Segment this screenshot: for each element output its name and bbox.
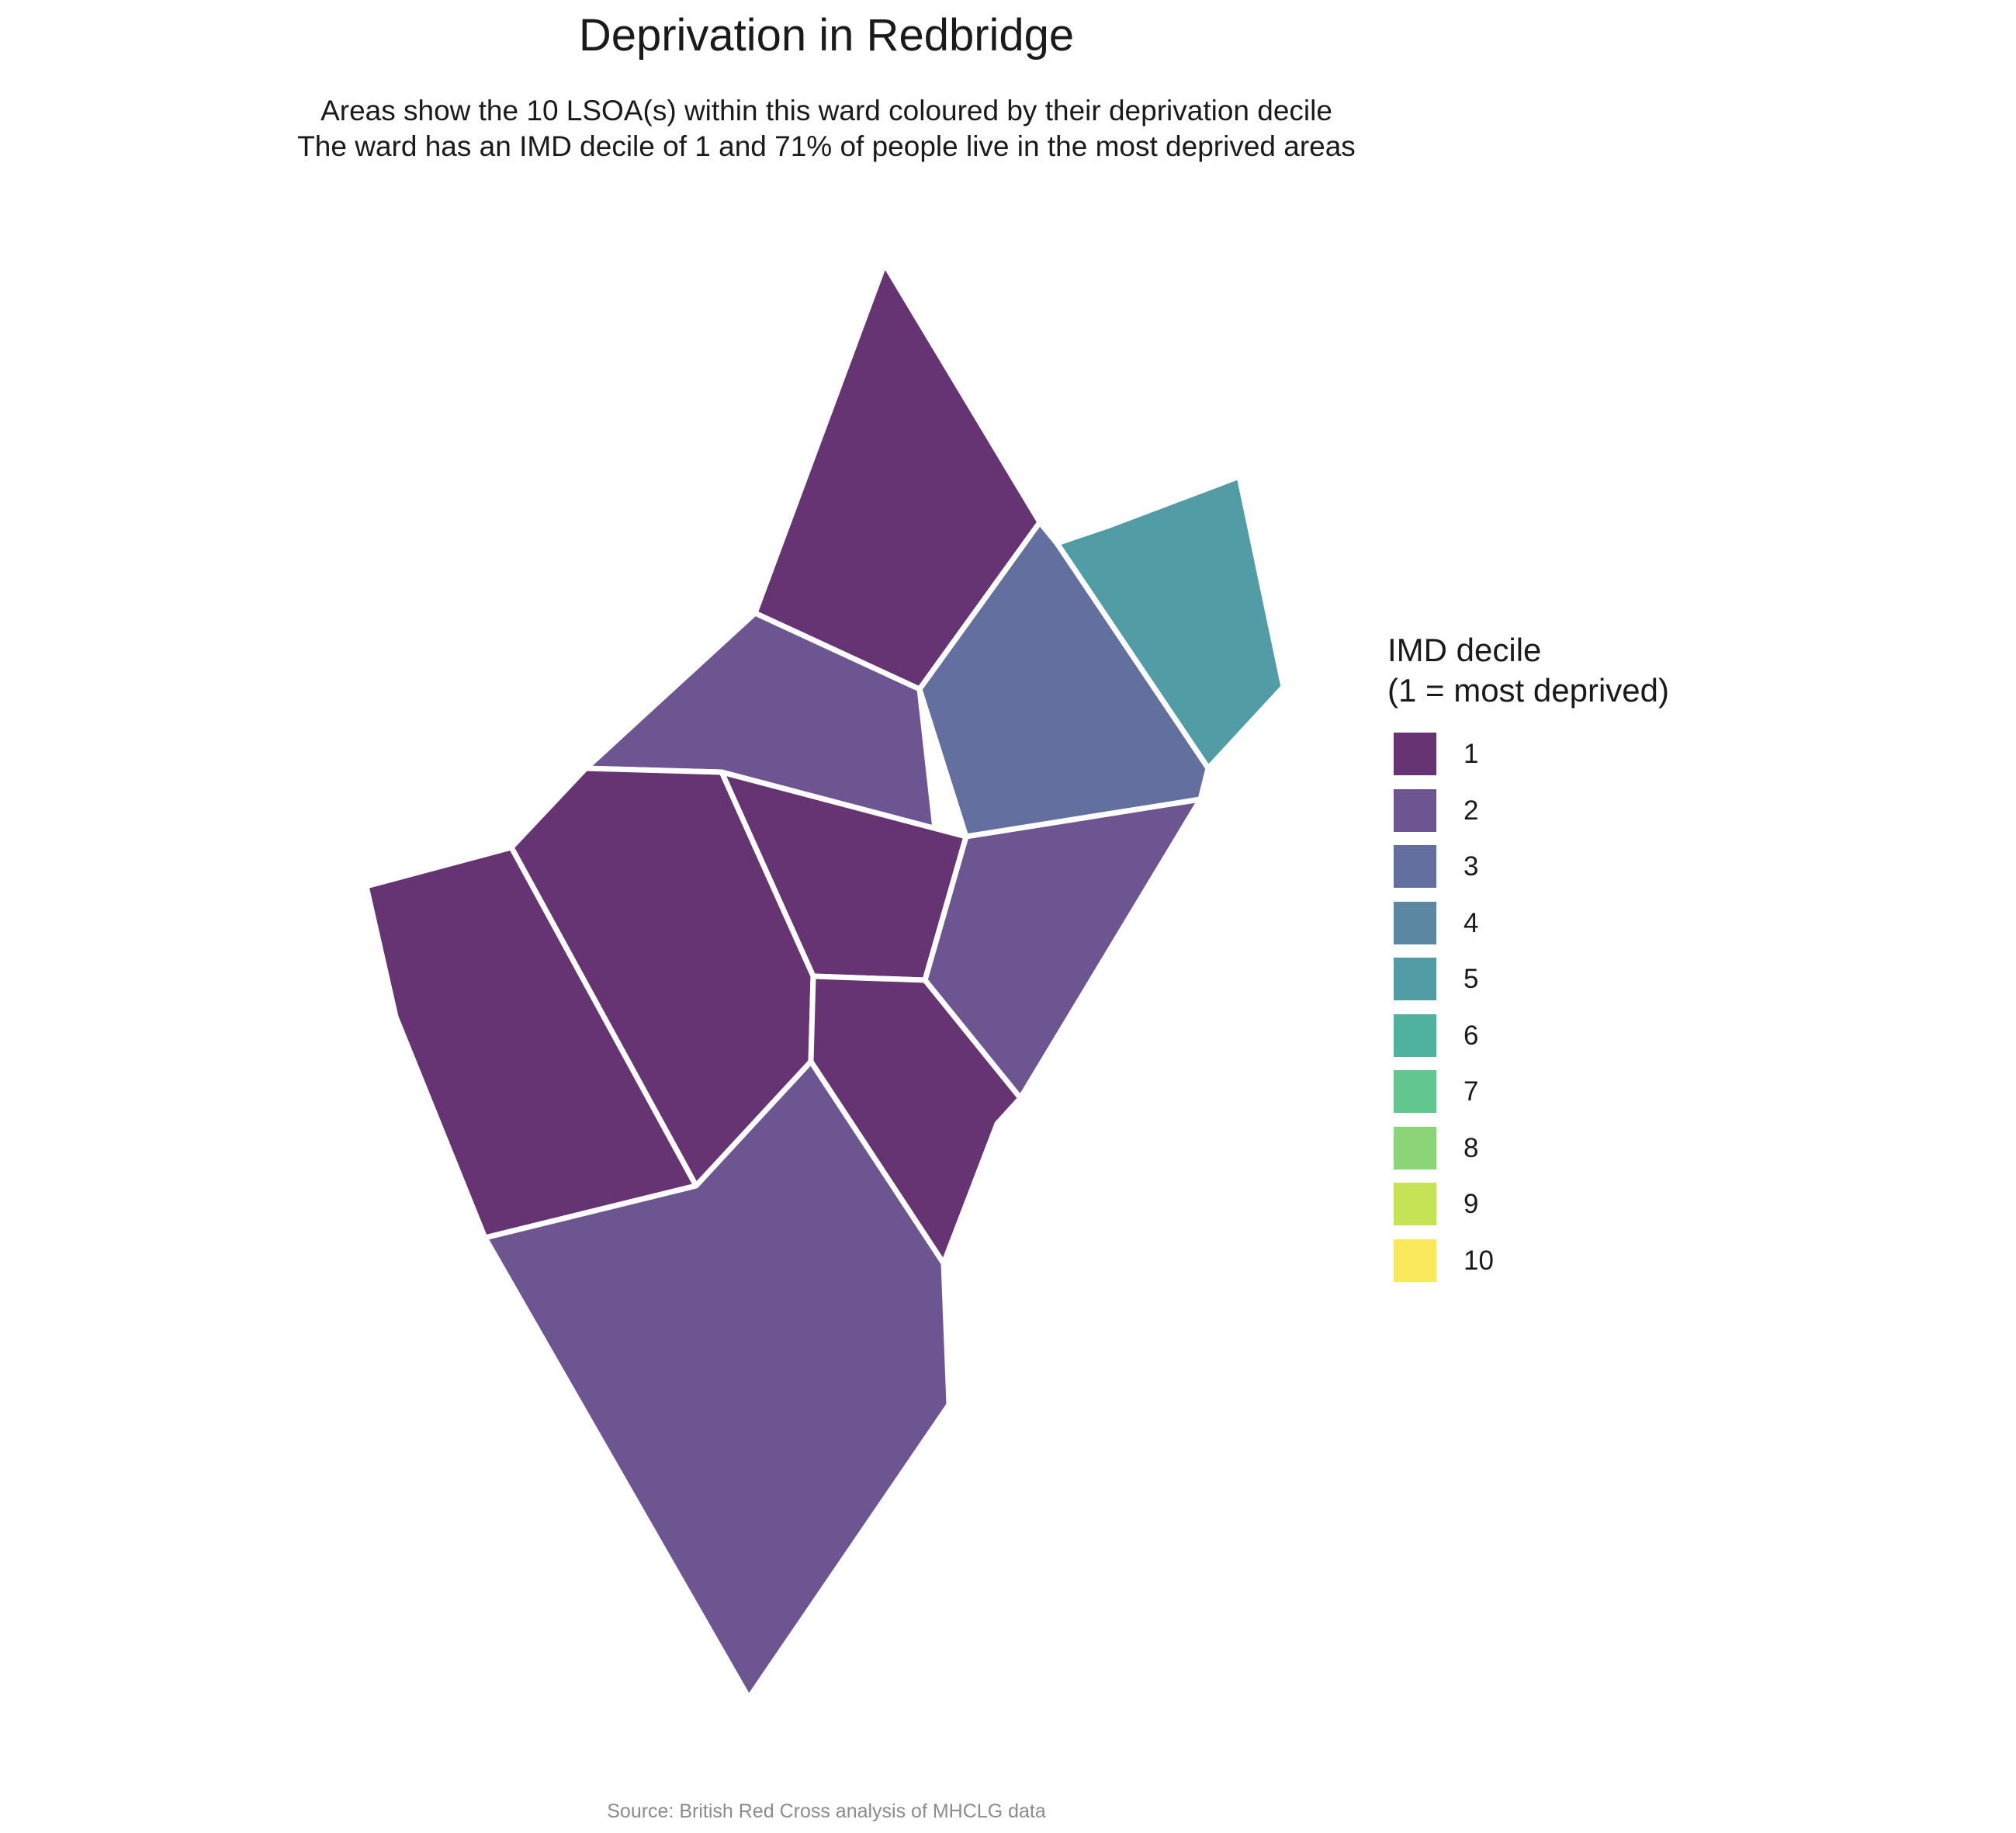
subtitle-line-2: The ward has an IMD decile of 1 and 71% … [297, 130, 1356, 162]
legend-swatch-3 [1394, 845, 1436, 888]
legend-swatch-5 [1394, 958, 1436, 1000]
legend-label-6: 6 [1464, 1020, 1479, 1051]
legend-title: IMD decile (1 = most deprived) [1387, 630, 1669, 711]
legend-label-4: 4 [1464, 907, 1479, 938]
legend-label-10: 10 [1464, 1245, 1494, 1276]
legend-swatch-10 [1394, 1239, 1436, 1282]
legend-swatch-6 [1394, 1014, 1436, 1057]
legend-label-7: 7 [1464, 1076, 1479, 1107]
legend-swatch-8 [1394, 1126, 1436, 1169]
legend-swatch-2 [1394, 788, 1436, 832]
legend-swatch-4 [1394, 901, 1436, 944]
source-caption: Source: British Red Cross analysis of MH… [607, 1800, 1046, 1822]
subtitle-line-1: Areas show the 10 LSOA(s) within this wa… [320, 95, 1332, 126]
legend-swatch-1 [1394, 733, 1436, 775]
legend-title-line-2: (1 = most deprived) [1387, 672, 1669, 709]
legend-label-9: 9 [1464, 1189, 1479, 1219]
legend-label-2: 2 [1464, 795, 1479, 826]
legend-label-3: 3 [1464, 851, 1479, 882]
legend-swatch-7 [1394, 1070, 1436, 1113]
legend-title-line-1: IMD decile [1387, 632, 1542, 668]
lsoa-south[interactable] [482, 1059, 952, 1701]
legend-label-1: 1 [1464, 739, 1479, 769]
legend-swatch-9 [1394, 1183, 1436, 1225]
legend-label-8: 8 [1464, 1132, 1479, 1163]
legend-label-5: 5 [1464, 964, 1479, 994]
map-title: Deprivation in Redbridge [578, 10, 1075, 61]
